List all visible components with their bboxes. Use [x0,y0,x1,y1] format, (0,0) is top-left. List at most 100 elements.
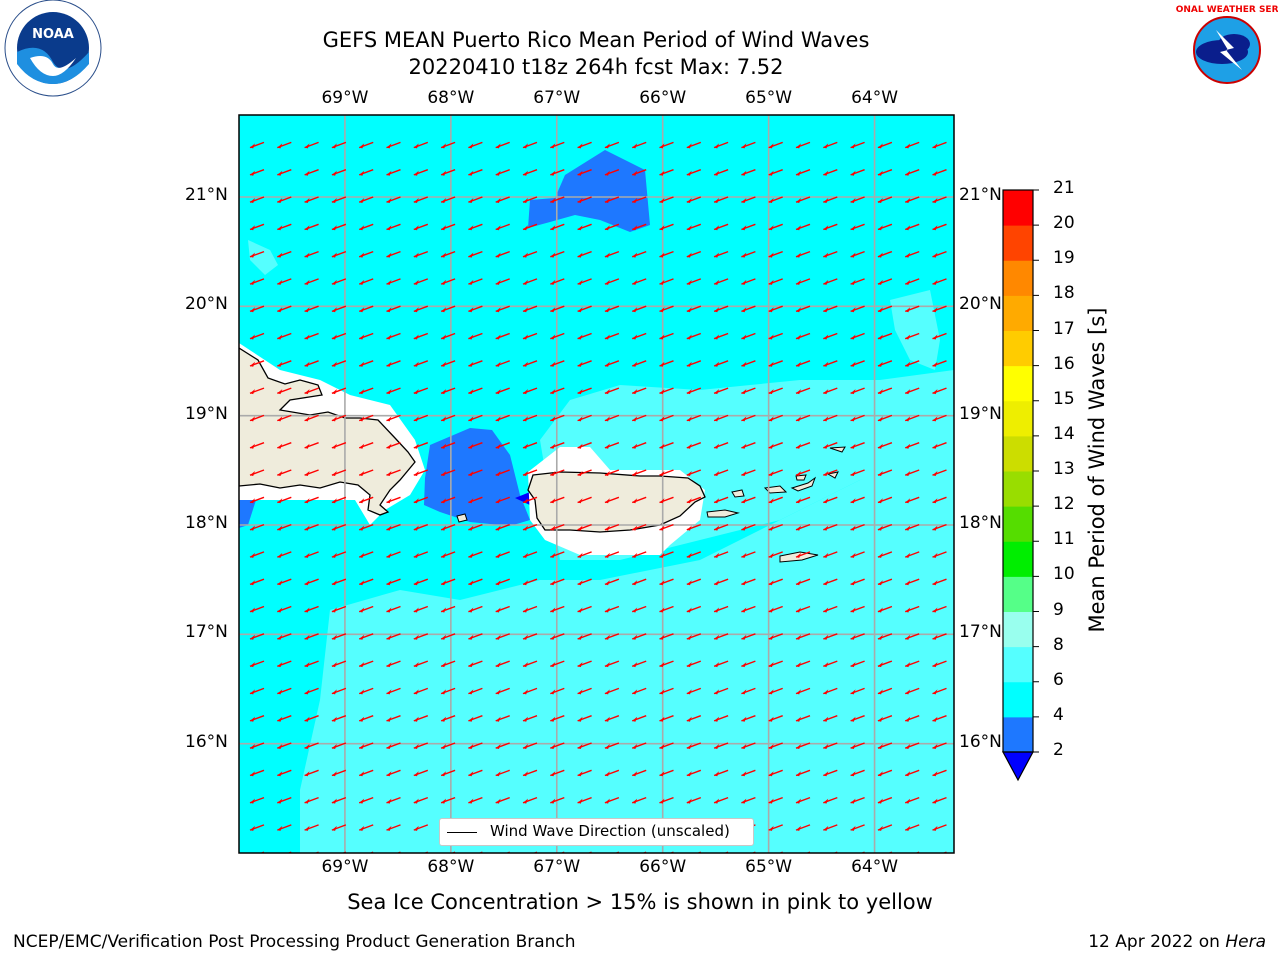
wind-arrow [386,824,401,831]
island-vieques [706,509,740,518]
colorbar-tick-label: 2 [1053,740,1064,760]
wind-arrow [550,605,565,613]
wind-arrow [932,715,947,722]
wind-arrow [577,223,592,231]
wind-arrow [686,769,702,777]
wind-arrow [550,250,565,258]
wind-arrow [877,169,893,176]
wind-arrow [386,551,401,558]
wind-arrow [413,742,429,749]
wind-arrow [522,523,538,531]
wind-arrow [386,141,401,149]
wind-arrow [495,715,510,722]
wind-arrow [358,360,374,367]
wind-arrow [550,715,565,722]
wind-arrow [823,742,838,749]
wind-arrow [522,633,538,640]
wind-arrow [331,769,347,777]
wind-arrow [249,141,265,149]
lon-tick-label-top: 65°W [745,88,793,108]
wind-arrow [249,387,265,395]
wind-arrow [413,605,429,613]
wind-arrow [713,742,729,749]
wind-arrow [495,305,510,313]
wind-arrow [577,715,592,722]
colorbar-segment [1003,190,1033,226]
wind-arrow [686,469,702,476]
island-anegada [829,446,846,453]
wind-arrow [713,715,729,722]
wind-arrow [304,196,319,203]
wind-arrow [631,605,647,613]
wind-arrow [277,687,292,695]
wind-arrow [932,824,947,831]
wind-arrow [823,605,838,613]
wind-arrow [413,305,429,313]
wind-arrow [713,605,729,613]
wind-arrow [768,551,783,558]
wind-arrow [904,715,920,722]
wind-arrow [604,169,620,176]
wind-arrow [713,250,729,258]
lat-tick-label-left: 19°N [185,403,228,424]
lat-tick-label-left: 21°N [185,185,228,205]
wind-arrow [358,223,374,231]
wind-arrow [249,660,265,668]
wind-arrow [904,414,920,422]
wind-arrow [850,278,865,285]
wind-arrow [932,769,947,777]
wind-arrow [932,442,947,449]
wind-arrow [686,223,702,231]
wind-arrow [249,551,265,558]
wind-arrow [468,414,483,422]
wind-arrow [468,715,483,722]
wind-arrow [358,169,374,176]
wind-arrow [823,250,838,258]
colorbar-segment [1003,646,1033,683]
wind-arrow [468,496,483,504]
wind-arrow [659,223,674,231]
wind-arrow [358,196,374,203]
wind-arrow [277,250,292,258]
wind-arrow [604,387,620,395]
wind-arrow [604,660,620,668]
wind-arrow [495,578,510,586]
wind-arrow [932,742,947,749]
wind-arrow [686,332,702,340]
wind-arrow [904,796,920,804]
wind-arrow [604,250,620,258]
wind-arrow [631,250,647,258]
wind-arrow [304,578,319,586]
wind-arrow [741,687,756,695]
wind-arrow [331,387,347,395]
wind-arrow [932,523,947,531]
wind-arrow [358,442,374,449]
wind-arrow [850,660,865,668]
wind-arrow [468,196,483,203]
wind-arrow [631,633,647,640]
wind-arrow [468,742,483,749]
wind-arrow [686,605,702,613]
wind-arrow [550,169,565,176]
wind-arrow [304,305,319,313]
wind-arrow [631,523,647,531]
wind-arrow [631,496,647,504]
lat-tick-label-right: 20°N [959,294,1002,315]
wind-arrow [331,796,347,804]
wind-arrow [495,469,510,476]
wind-arrow [604,578,620,586]
wind-arrow [386,196,401,203]
wind-arrow [795,250,811,258]
wind-arrow [741,605,756,613]
island-st-john [790,476,817,492]
wind-arrow [659,496,674,504]
colorbar-segment [1003,716,1033,753]
wind-arrow [631,141,647,149]
wind-arrow [413,414,429,422]
wind-arrow [440,278,456,285]
wind-arrow [823,824,838,831]
wind-arrow [795,141,811,149]
wind-arrow [904,278,920,285]
wind-arrow [795,469,811,476]
wind-arrow [659,305,674,313]
